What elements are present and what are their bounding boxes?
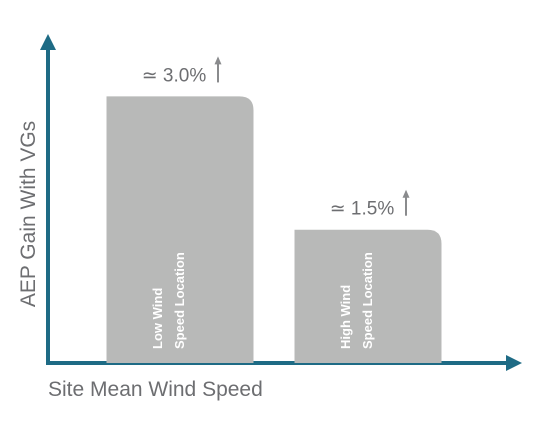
bar-category-label-1: Low Wind Speed Location [150, 252, 187, 349]
x-axis-arrow-icon [506, 355, 522, 371]
x-axis-title: Site Mean Wind Speed [48, 378, 263, 401]
bar-2 [294, 229, 442, 363]
up-arrow-icon [214, 56, 222, 83]
y-axis-arrow-icon [40, 34, 56, 50]
bar-1 [106, 96, 254, 363]
up-arrow-icon [402, 189, 410, 216]
bar-category-label-2: High Wind Speed Location [338, 252, 375, 349]
bars-group [106, 96, 442, 363]
y-axis [40, 34, 56, 363]
bar-value-label-1: ≃ 3.0% [142, 65, 207, 86]
y-axis-title: AEP Gain With VGs [17, 121, 40, 307]
bar-value-label-2: ≃ 1.5% [330, 199, 395, 220]
labels-group: Low Wind Speed Location ≃ 3.0% High Wind Spe… [17, 56, 410, 401]
